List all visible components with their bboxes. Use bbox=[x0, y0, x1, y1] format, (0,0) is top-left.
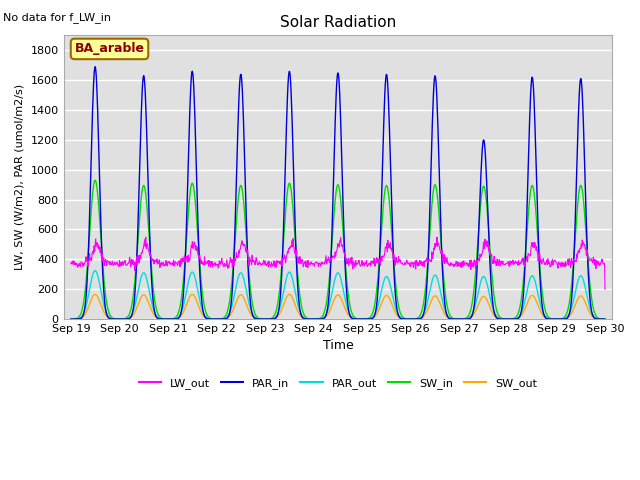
Y-axis label: LW, SW (W/m2), PAR (umol/m2/s): LW, SW (W/m2), PAR (umol/m2/s) bbox=[15, 84, 25, 270]
Text: BA_arable: BA_arable bbox=[74, 42, 145, 55]
Text: No data for f_LW_in: No data for f_LW_in bbox=[3, 12, 111, 23]
X-axis label: Time: Time bbox=[323, 339, 353, 352]
Legend: LW_out, PAR_in, PAR_out, SW_in, SW_out: LW_out, PAR_in, PAR_out, SW_in, SW_out bbox=[134, 373, 541, 393]
Title: Solar Radiation: Solar Radiation bbox=[280, 15, 396, 30]
